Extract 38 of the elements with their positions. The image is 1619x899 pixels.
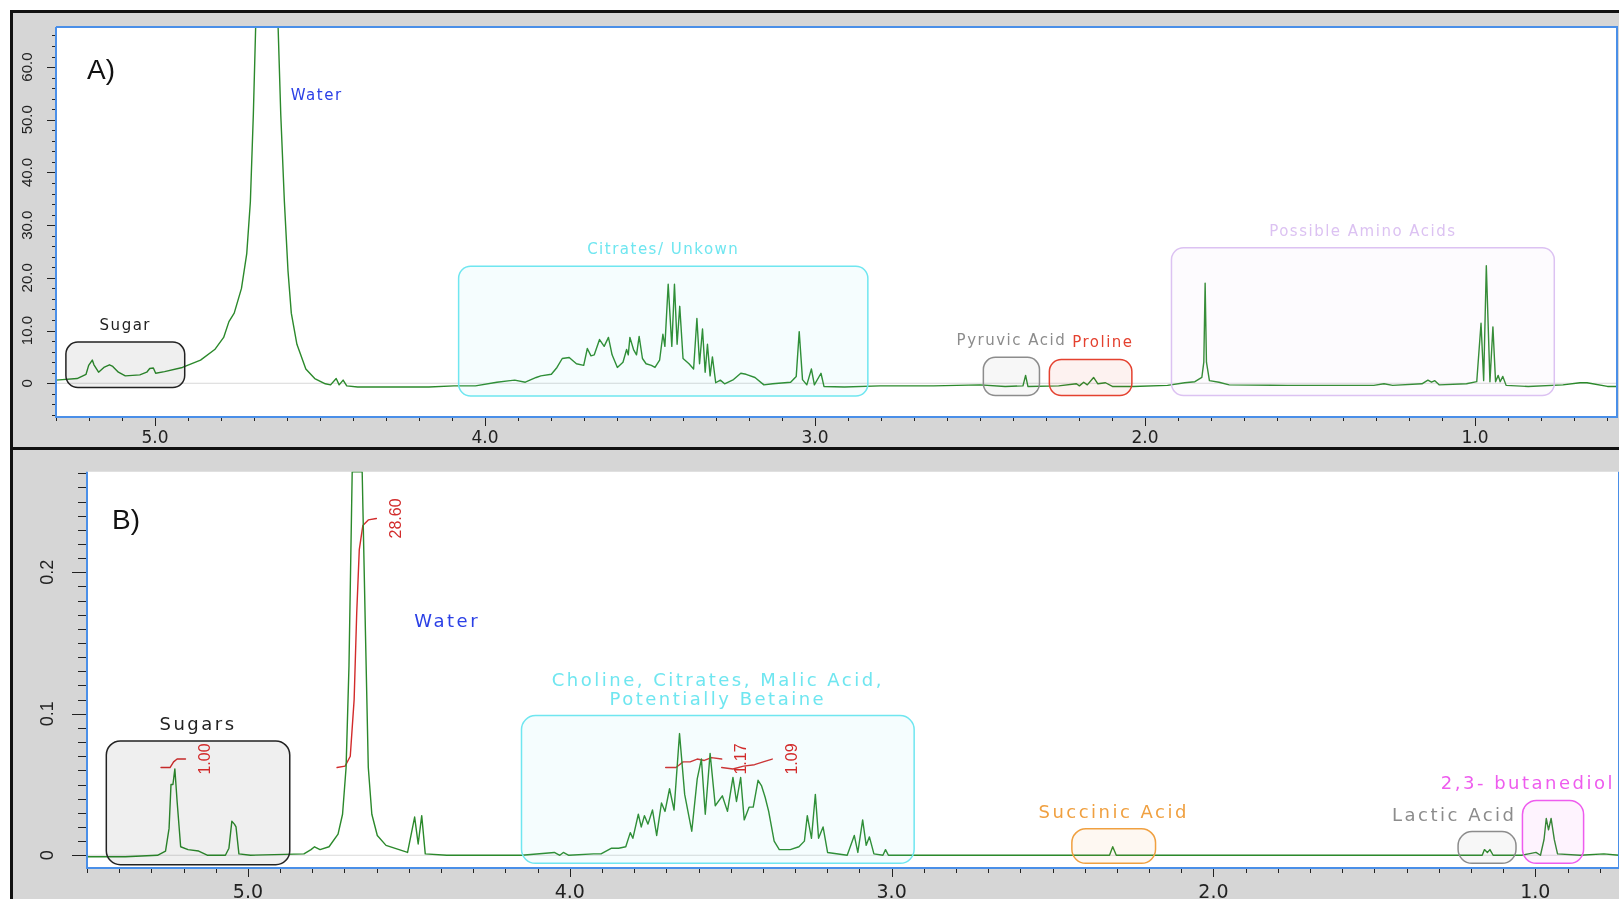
- annotation: 1.09: [782, 743, 800, 775]
- text: A): [87, 54, 115, 85]
- x-tick-label: 1.0: [1461, 426, 1489, 447]
- x-tick-label: 1.0: [1520, 880, 1551, 899]
- band-label: Pyruvic Acid: [956, 331, 1067, 350]
- y-tick-label: 60.0: [17, 52, 35, 82]
- y-tick-label: 0.1: [37, 701, 58, 727]
- x-tick-label: 5.0: [141, 426, 169, 447]
- annotation: Water: [414, 610, 481, 632]
- x-tick-label: 3.0: [876, 880, 907, 899]
- band-label: Lactic Acid: [1391, 803, 1517, 825]
- y-tick-label: 0: [17, 379, 35, 388]
- band-label: Choline, Citrates, Malic Acid, Potentially Betaine: [551, 668, 884, 709]
- band-label: Sugar: [99, 316, 152, 335]
- band-label: Proline: [1072, 333, 1134, 352]
- x-tick-label: 2.0: [1198, 880, 1229, 899]
- x-tick-label: 4.0: [554, 880, 585, 899]
- band-label: 2,3- butanediol: [1440, 772, 1615, 794]
- y-tick-label: 0.2: [37, 559, 58, 585]
- x-tick-label: 2.0: [1131, 426, 1159, 447]
- band-label: Sugars: [159, 713, 237, 735]
- annotation: 1.00: [195, 743, 213, 775]
- y-tick-label: 40.0: [17, 157, 35, 188]
- x-tick-label: 5.0: [232, 880, 264, 899]
- y-tick-label: 0: [37, 850, 58, 861]
- y-tick-label: 20.0: [17, 263, 35, 293]
- band-label: Possible Amino Acids: [1269, 221, 1457, 240]
- x-tick-label: 3.0: [801, 426, 829, 447]
- band-label: Citrates/ Unkown: [587, 240, 740, 259]
- text: B): [112, 503, 140, 535]
- y-tick-label: 50.0: [17, 105, 35, 135]
- x-tick-label: 4.0: [471, 426, 499, 447]
- annotation: Water: [290, 85, 343, 104]
- y-tick-label: 10.0: [17, 315, 35, 346]
- annotation: 1.17: [732, 743, 750, 775]
- annotation: 28.60: [386, 498, 404, 539]
- y-tick-label: 30.0: [17, 210, 35, 240]
- band-label: Succinic Acid: [1038, 800, 1189, 822]
